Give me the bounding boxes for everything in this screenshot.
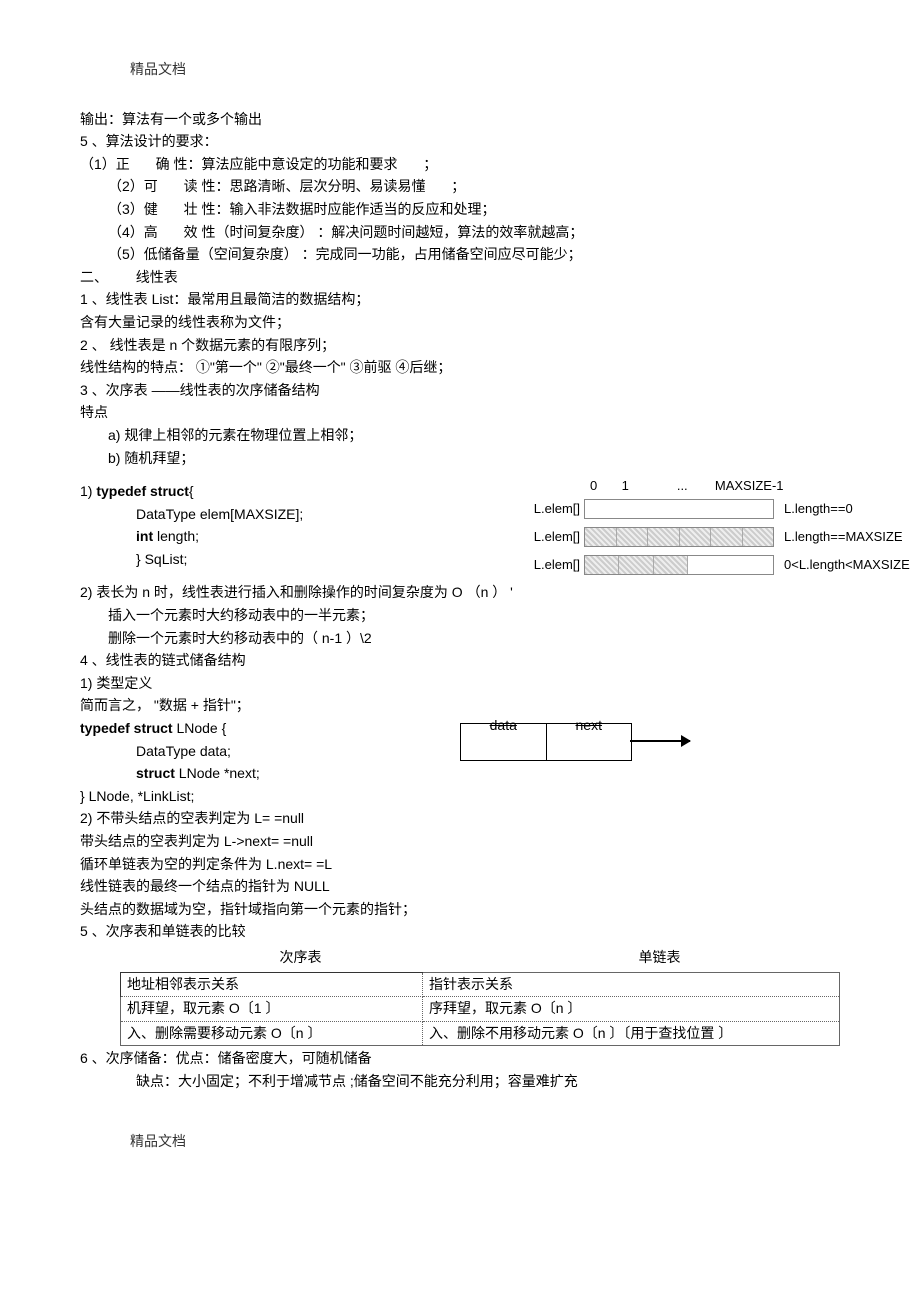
diagram-row: L.elem[] L.length==0 xyxy=(520,499,920,519)
t: 读 性：思路清晰、层次分明、易读易懂 xyxy=(184,178,426,194)
line: 插入一个元素时大约移动表中的一半元素； xyxy=(80,606,840,626)
t: LNode { xyxy=(173,720,227,736)
tick: ... xyxy=(653,477,711,495)
row-right-label: L.length==0 xyxy=(774,500,853,518)
line: 简而言之， "数据 + 指针"； xyxy=(80,696,840,716)
line: 6 、次序储备：优点：储备密度大，可随机储备 xyxy=(80,1049,840,1069)
table-row: 机拜望，取元素 O〔1 〕 序拜望，取元素 O〔n 〕 xyxy=(121,997,840,1022)
field-label: next xyxy=(547,716,632,736)
keyword: typedef struct xyxy=(80,720,173,736)
array-diagram: 0 1 ... MAXSIZE-1 L.elem[] L.length==0 L… xyxy=(520,477,920,583)
t: 1) xyxy=(80,483,96,499)
cell: 地址相邻表示关系 xyxy=(121,972,423,997)
line: 删除一个元素时大约移动表中的（ n-1 ）\2 xyxy=(80,629,840,649)
line: 特点 xyxy=(80,403,840,423)
line: 含有大量记录的线性表称为文件； xyxy=(80,313,840,333)
node-diagram: data next xyxy=(460,723,720,761)
line: 3 、次序表 ——线性表的次序储备结构 xyxy=(80,381,840,401)
row-right-label: 0<L.length<MAXSIZE xyxy=(774,556,910,574)
cell: 机拜望，取元素 O〔1 〕 xyxy=(121,997,423,1022)
full-bar xyxy=(584,527,774,547)
tick: 0 xyxy=(590,477,618,495)
cmp-header: 次序表 单链表 xyxy=(120,945,840,972)
t: 线性表 xyxy=(136,269,178,285)
line: 二、 线性表 xyxy=(80,268,840,288)
line: （4）高 效 性（时间复杂度） ：解决问题时间越短，算法的效率就越高； xyxy=(80,223,840,243)
code-line: struct LNode *next; xyxy=(80,764,840,784)
node-code-and-diagram: typedef struct LNode { DataType data; st… xyxy=(80,719,840,784)
line: 5 、次序表和单链表的比较 xyxy=(80,922,840,942)
line: （3）健 壮 性：输入非法数据时应能作适当的反应和处理； xyxy=(80,200,840,220)
t: LNode *next; xyxy=(175,765,260,781)
comparison-table: 地址相邻表示关系 指针表示关系 机拜望，取元素 O〔1 〕 序拜望，取元素 O〔… xyxy=(120,972,840,1047)
partial-bar xyxy=(584,555,774,575)
t: length; xyxy=(153,528,199,544)
t: （2）可 xyxy=(108,178,158,194)
page-header: 精品文档 xyxy=(130,60,840,80)
table-row: 地址相邻表示关系 指针表示关系 xyxy=(121,972,840,997)
t: 效 性（时间复杂度） ：解决问题时间越短，算法的效率就越高； xyxy=(184,224,584,240)
keyword: typedef struct xyxy=(96,483,189,499)
line: 1 、线性表 List：最常用且最简洁的数据结构； xyxy=(80,290,840,310)
keyword: struct xyxy=(136,765,175,781)
line: （1）正 确 性：算法应能中意设定的功能和要求 ； xyxy=(80,155,840,175)
cell: 序拜望，取元素 O〔n 〕 xyxy=(422,997,839,1022)
line: 线性链表的最终一个结点的指针为 NULL xyxy=(80,877,840,897)
diagram-row: L.elem[] 0<L.length<MAXSIZE xyxy=(520,555,920,575)
tick-labels: 0 1 ... MAXSIZE-1 xyxy=(590,477,920,495)
line: 2 、 线性表是 n 个数据元素的有限序列； xyxy=(80,336,840,356)
t: （4）高 xyxy=(108,224,158,240)
line: （5）低储备量（空间复杂度） ：完成同一功能，占用储备空间应尽可能少； xyxy=(80,245,840,265)
cell: 入、删除需要移动元素 O〔n 〕 xyxy=(121,1021,423,1046)
page-footer: 精品文档 xyxy=(130,1132,840,1152)
keyword: int xyxy=(136,528,153,544)
line: 5 、算法设计的要求： xyxy=(80,132,840,152)
line: 2) 表长为 n 时，线性表进行插入和删除操作的时间复杂度为 O （n ） ' xyxy=(80,583,840,603)
row-label: L.elem[] xyxy=(520,500,584,518)
t: ； xyxy=(423,156,437,172)
cell: 指针表示关系 xyxy=(422,972,839,997)
line: 缺点：大小固定；不利于增减节点 ;储备空间不能充分利用；容量难扩充 xyxy=(80,1072,840,1092)
t: 壮 性：输入非法数据时应能作适当的反应和处理； xyxy=(184,201,496,217)
diagram-row: L.elem[] L.length==MAXSIZE xyxy=(520,527,920,547)
line: （2）可 读 性：思路清晰、层次分明、易读易懂 ； xyxy=(80,177,840,197)
line: b) 随机拜望； xyxy=(80,449,840,469)
t: 二、 xyxy=(80,269,108,285)
code-and-diagram: 1) typedef struct{ DataType elem[MAXSIZE… xyxy=(80,482,840,569)
tick: MAXSIZE-1 xyxy=(715,477,784,495)
line: 循环单链表为空的判定条件为 L.next= =L xyxy=(80,855,840,875)
line: 带头结点的空表判定为 L->next= =null xyxy=(80,832,840,852)
col-title: 次序表 xyxy=(122,947,479,970)
t: （3）健 xyxy=(108,201,158,217)
line: 2) 不带头结点的空表判定为 L= =null xyxy=(80,809,840,829)
line: 输出：算法有一个或多个输出 xyxy=(80,110,840,130)
cell: 入、删除不用移动元素 O〔n 〕〔用于查找位置 〕 xyxy=(422,1021,839,1046)
line: 头结点的数据域为空，指针域指向第一个元素的指针； xyxy=(80,900,840,920)
col-title: 单链表 xyxy=(481,947,838,970)
line: 4 、线性表的链式储备结构 xyxy=(80,651,840,671)
table-row: 入、删除需要移动元素 O〔n 〕 入、删除不用移动元素 O〔n 〕〔用于查找位置… xyxy=(121,1021,840,1046)
tick: 1 xyxy=(622,477,650,495)
t: ； xyxy=(451,178,465,194)
row-label: L.elem[] xyxy=(520,528,584,546)
line: a) 规律上相邻的元素在物理位置上相邻； xyxy=(80,426,840,446)
node-box: data next xyxy=(460,723,632,761)
field-label: data xyxy=(461,716,546,736)
code-line: } LNode, *LinkList; xyxy=(80,787,840,807)
t: 确 性：算法应能中意设定的功能和要求 xyxy=(156,156,398,172)
line: 1) 类型定义 xyxy=(80,674,840,694)
line: 线性结构的特点： ①"第一个" ②"最终一个" ③前驱 ④后继； xyxy=(80,358,840,378)
row-label: L.elem[] xyxy=(520,556,584,574)
arrow-icon xyxy=(630,740,690,742)
t: { xyxy=(189,483,194,499)
empty-bar xyxy=(584,499,774,519)
t: （1）正 xyxy=(80,156,130,172)
row-right-label: L.length==MAXSIZE xyxy=(774,528,903,546)
